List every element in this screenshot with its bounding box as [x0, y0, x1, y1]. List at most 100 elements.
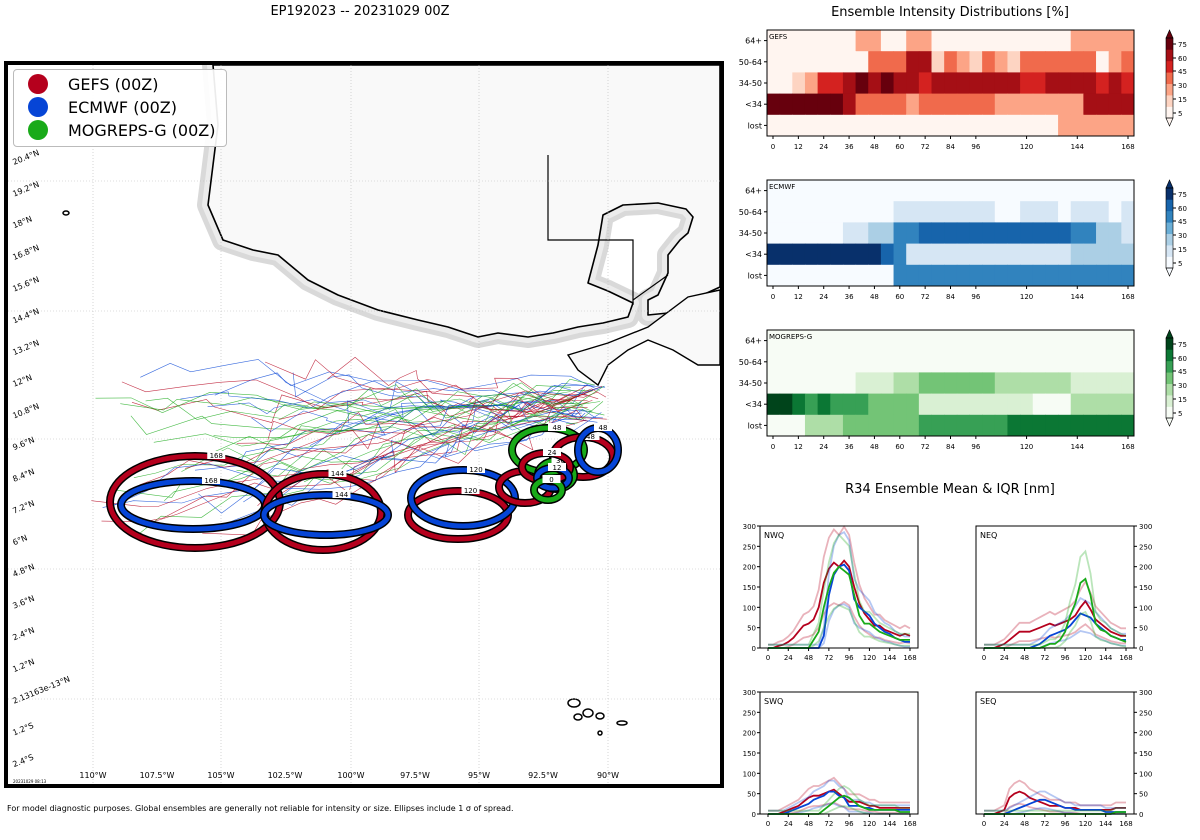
r34-hour-tick-label: 120: [1079, 820, 1092, 828]
forecast-hour-tick-label: 96: [971, 143, 980, 151]
heatmap-cell: [855, 222, 869, 245]
latitude-tick-label: 3.6°N: [11, 594, 35, 611]
heatmap-cell: [1007, 372, 1021, 395]
heatmap-cell: [842, 72, 857, 95]
latitude-tick-label: 1.2°S: [11, 721, 35, 738]
heatmap-cell: [1007, 393, 1021, 416]
heatmap-cell: [817, 243, 831, 266]
intensity-category-label: lost: [748, 271, 762, 280]
intensity-category-label: <34: [745, 100, 762, 109]
heatmap-cell: [931, 351, 945, 373]
heatmap-cell: [1032, 264, 1046, 287]
heatmap-cell: [893, 51, 907, 73]
heatmap-cell: [767, 330, 781, 352]
heatmap-cell: [931, 372, 945, 395]
ensemble-track: [213, 378, 595, 438]
heatmap-cell: [1020, 180, 1034, 202]
heatmap-cell: [855, 264, 869, 287]
island: [597, 730, 603, 736]
heatmap-cell: [1070, 222, 1084, 245]
ellipse-forecast-hour-label: 0: [549, 476, 553, 484]
heatmap-cell: [792, 393, 806, 416]
heatmap-cell: [868, 414, 882, 437]
heatmap-cell: [1058, 72, 1072, 95]
heatmap-cell: [1045, 180, 1059, 202]
heatmap-cell: [956, 114, 970, 137]
intensity-category-label: 34-50: [739, 379, 762, 388]
heatmap-cell: [804, 222, 819, 245]
heatmap-cell: [779, 372, 793, 395]
heatmap-cell: [906, 51, 920, 73]
forecast-hour-tick-label: 24: [819, 293, 828, 301]
forecast-hour-tick-label: 0: [771, 143, 775, 151]
heatmap-cell: [1070, 264, 1084, 287]
heatmap-cell: [804, 201, 819, 223]
r34-hour-tick-label: 120: [1079, 654, 1092, 662]
forecast-hour-tick-label: 168: [1121, 143, 1134, 151]
ensemble-track: [153, 385, 604, 447]
heatmap-cell: [918, 393, 933, 416]
heatmap-cell: [893, 330, 907, 352]
r34-hour-tick-label: 48: [804, 654, 813, 662]
heatmap-cell: [931, 414, 945, 437]
heatmap-cell: [855, 351, 869, 373]
r34-hour-tick-label: 24: [1000, 654, 1009, 662]
heatmap-cell: [804, 243, 819, 266]
heatmap-cell: [1121, 351, 1135, 373]
heatmap-cell: [956, 51, 970, 73]
heatmap-cell: [1121, 414, 1135, 437]
forecast-hour-tick-label: 12: [794, 293, 803, 301]
heatmap-cell: [1096, 222, 1110, 245]
heatmap-cell: [880, 180, 895, 202]
heatmap-cell: [804, 351, 819, 373]
heatmap-cell: [855, 51, 869, 73]
ellipse-label-bg: [332, 490, 351, 498]
heatmap-cell: [792, 243, 806, 266]
heatmap-cell: [944, 330, 958, 352]
heatmap-cell: [982, 72, 996, 95]
heatmap-cell: [830, 351, 844, 373]
heatmap-cell: [1032, 330, 1046, 352]
heatmap-cell: [918, 201, 933, 223]
heatmap-cell: [1083, 372, 1097, 395]
heatmap-cell: [944, 351, 958, 373]
heatmap-cell: [1020, 414, 1034, 437]
r34-radius-tick-label: 0: [752, 811, 756, 819]
heatmap-cell: [906, 330, 920, 352]
heatmap-cell: [1096, 330, 1110, 352]
heatmap-cell: [842, 264, 857, 287]
colorbar-tick-label: 75: [1178, 341, 1187, 349]
heatmap-cell: [1121, 72, 1135, 95]
heatmap-cell: [855, 372, 869, 395]
heatmap-cell: [868, 93, 882, 116]
heatmap-cell: [804, 264, 819, 287]
heatmap-cell: [1121, 180, 1135, 202]
heatmap-cell: [1121, 372, 1135, 395]
heatmap-cell: [956, 372, 970, 395]
colorbar-segment: [1166, 210, 1173, 223]
heatmap-cell: [944, 264, 958, 287]
heatmap-cell: [880, 351, 895, 373]
colorbar-segment: [1166, 95, 1173, 107]
forecast-hour-tick-label: 84: [946, 143, 955, 151]
heatmap-cell: [893, 222, 907, 245]
heatmap-cell: [1020, 264, 1034, 287]
r34-radius-tick-label: 250: [743, 543, 756, 551]
r34-radius-tick-label: 0: [752, 645, 756, 653]
heatmap-cell: [868, 372, 882, 395]
latitude-tick-label: 14.4°N: [11, 307, 40, 326]
heatmap-cell: [1096, 30, 1110, 52]
r34-radius-tick-label: 200: [1139, 564, 1152, 572]
heatmap-cell: [830, 72, 844, 95]
heatmap-cell: [779, 72, 793, 95]
heatmap-cell: [868, 72, 882, 95]
heatmap-cell: [1020, 243, 1034, 266]
heatmap-cell: [918, 372, 933, 395]
ensemble-track: [180, 380, 605, 409]
heatmap-cell: [767, 222, 781, 245]
r34-hour-tick-label: 96: [845, 654, 854, 662]
heatmap-cell: [779, 243, 793, 266]
r34-iqr-line-gefs: [768, 776, 910, 812]
map-legend: GEFS (00Z) ECMWF (00Z) MOGREPS-G (00Z): [13, 69, 227, 147]
heatmap-cell: [944, 201, 958, 223]
